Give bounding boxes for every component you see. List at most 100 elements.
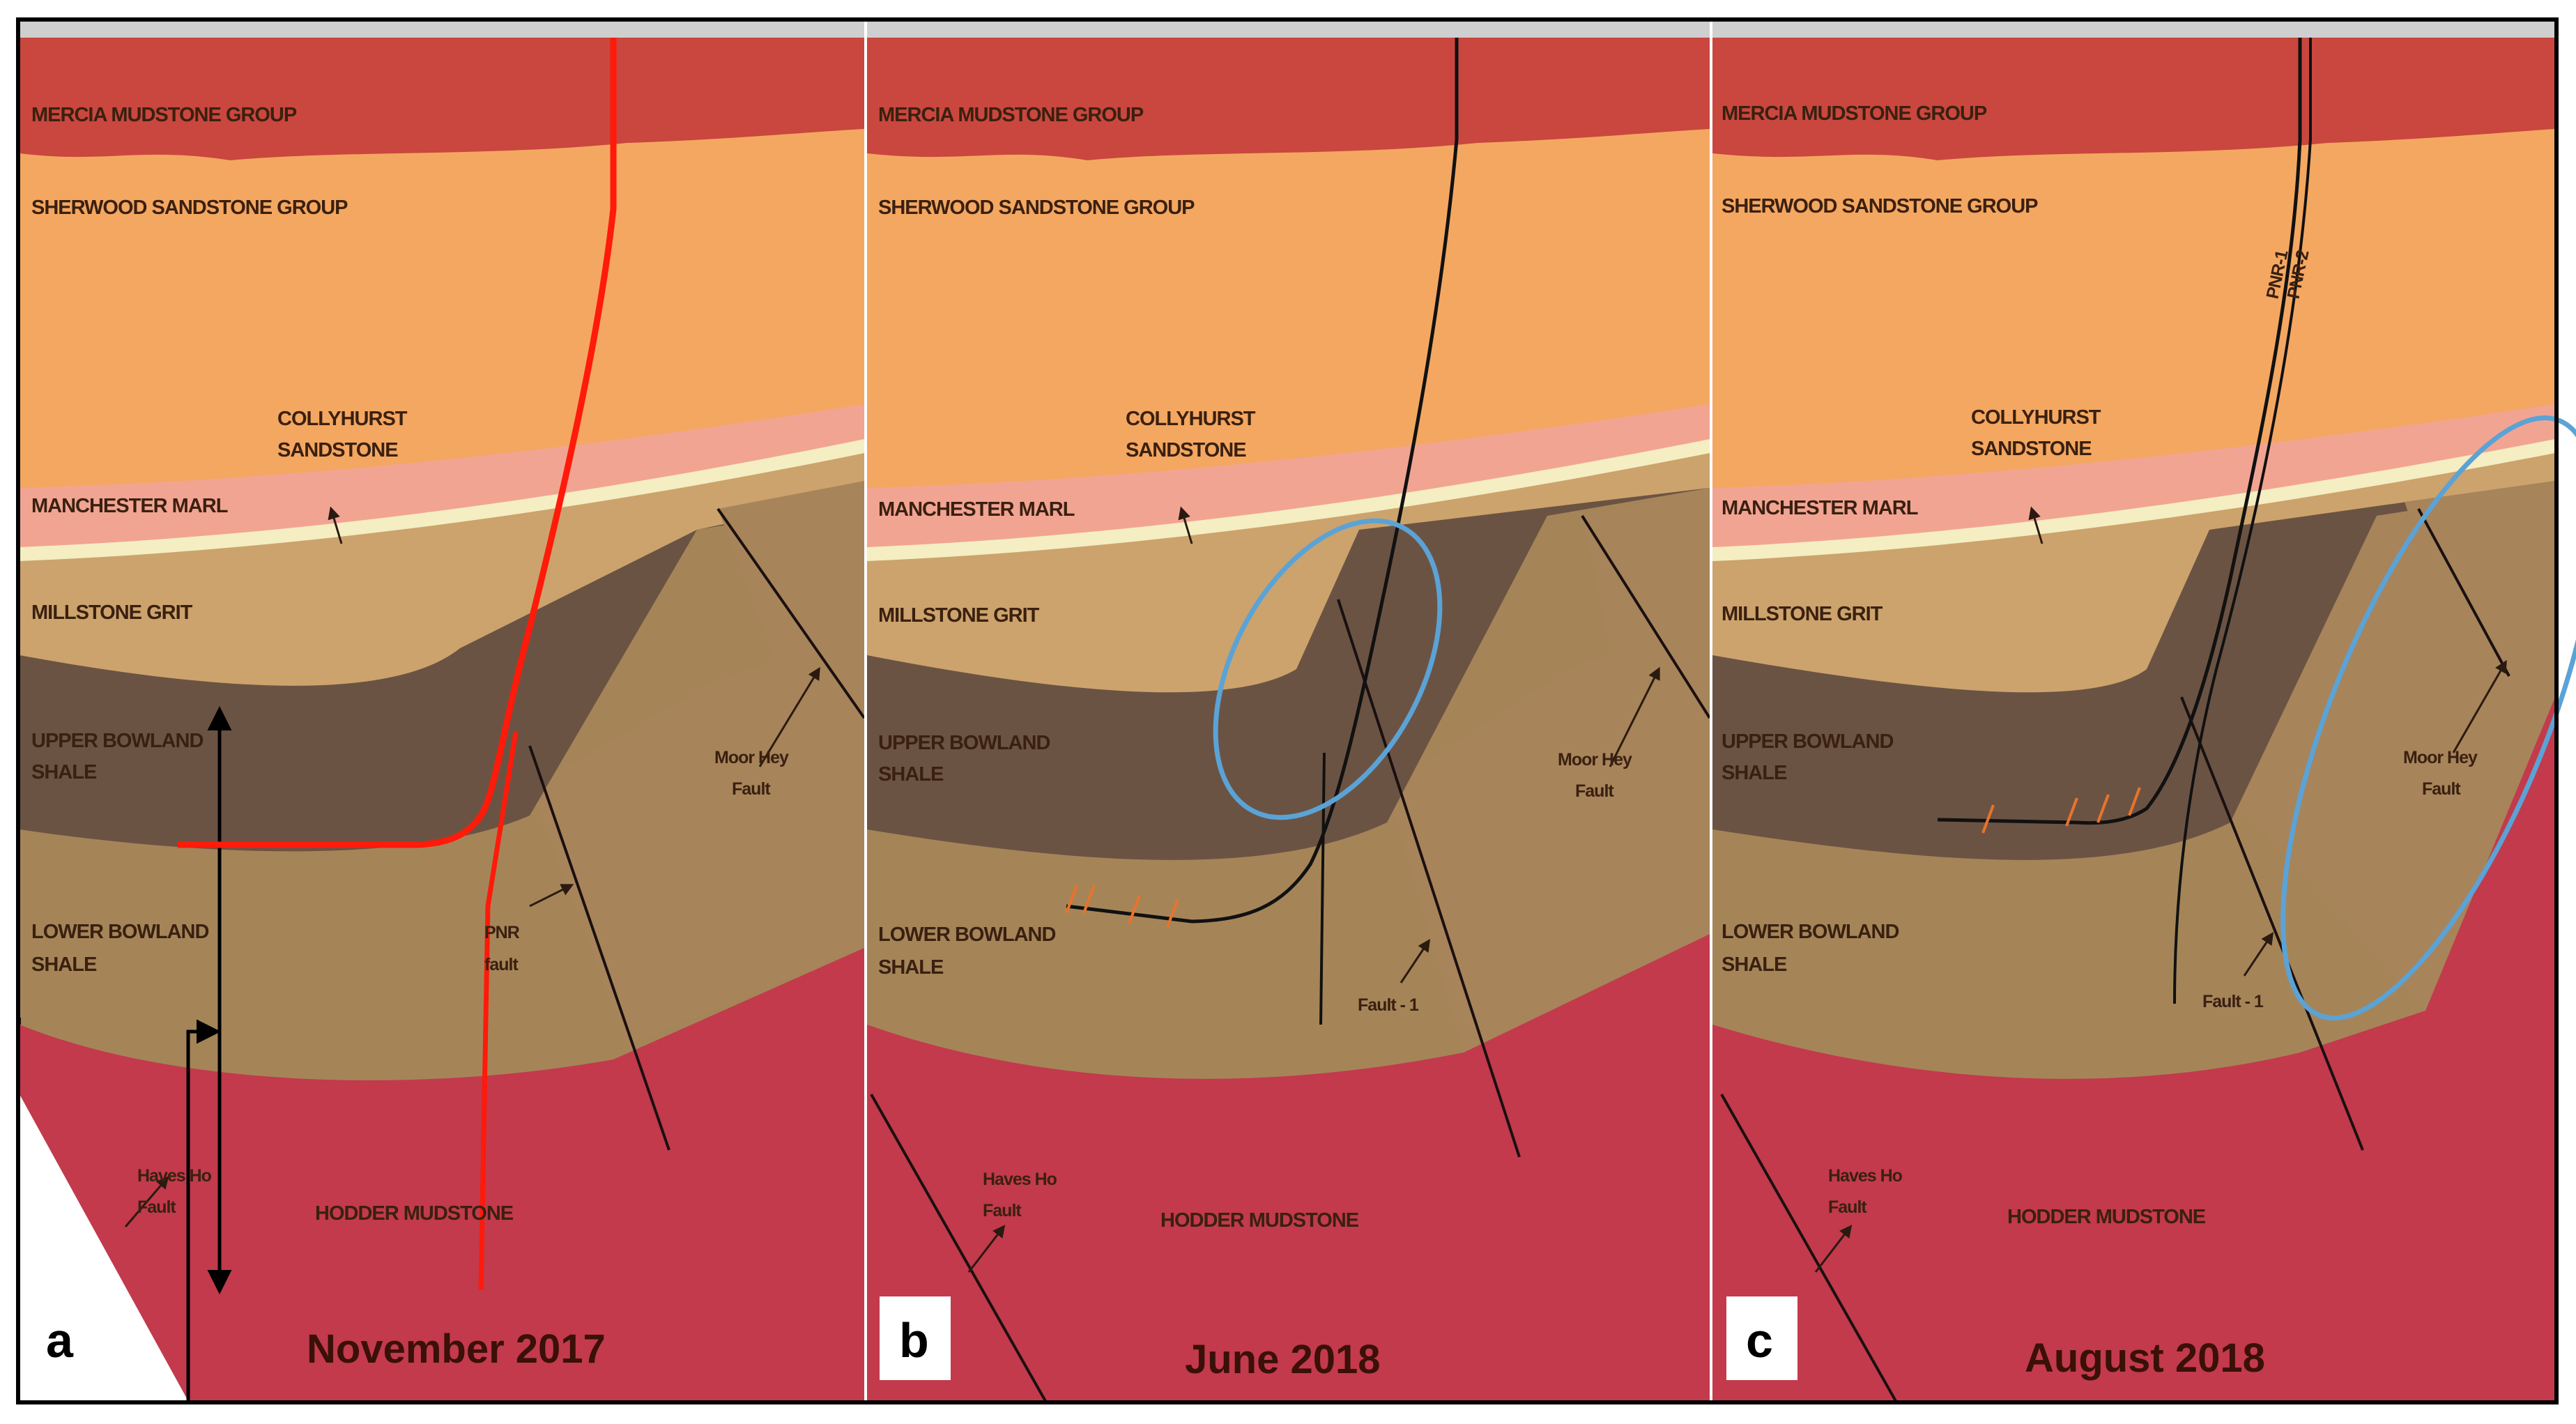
hayes-arrow: [1814, 1225, 1853, 1273]
panel-c: PNR-1 PNR-2 MERCIA MUDSTONE GROUP SHERWO…: [1712, 21, 2576, 1402]
moor-hey-arrow: [758, 666, 820, 767]
pnr-arrow: [529, 884, 574, 908]
hayes-arrow: [967, 1225, 1006, 1273]
moor-hey-label-2: Fault: [732, 779, 771, 799]
moor-hey-arrow: [2452, 659, 2507, 753]
panel-letter: a: [46, 1313, 74, 1368]
manchester-label: MANCHESTER MARL: [1722, 497, 1918, 519]
well-trajectory-june2018: [1066, 38, 1459, 924]
panel-date: June 2018: [1185, 1337, 1381, 1382]
hodder-label: HODDER MUDSTONE: [1160, 1209, 1359, 1232]
upper-bowland-label-1: UPPER BOWLAND: [31, 730, 203, 752]
hodder-label: HODDER MUDSTONE: [2007, 1206, 2206, 1228]
bracket-arrow: [186, 1019, 221, 1401]
moor-hey-label-2: Fault: [1575, 781, 1614, 801]
sherwood-label: SHERWOOD SANDSTONE GROUP: [1722, 195, 2038, 217]
upper-bowland-label-2: SHALE: [1722, 762, 1787, 784]
panel-header-bar: [1712, 21, 2555, 38]
moor-hey-fault-block: [1582, 488, 1710, 781]
fault-1-line: [1337, 599, 1521, 1158]
lower-bowland-label-1: LOWER BOWLAND: [31, 921, 208, 943]
panel-letter: b: [899, 1313, 929, 1368]
collyhurst-label-2: SANDSTONE: [1126, 439, 1246, 461]
well-pnr1-trajectory: [1937, 38, 2302, 825]
moor-hey-fault-line: [716, 507, 866, 719]
panel-header-bar: [867, 21, 1710, 38]
moor-hey-arrow: [1609, 666, 1660, 767]
sherwood-label: SHERWOOD SANDSTONE GROUP: [878, 197, 1195, 219]
hayes-label-2: Fault: [1828, 1197, 1867, 1217]
panel-a: MERCIA MUDSTONE GROUP SHERWOOD SANDSTONE…: [18, 21, 866, 1401]
fault-1-arrow: [2243, 932, 2274, 977]
mercia-mudstone-layer: [20, 38, 864, 160]
lower-bowland-label-2: SHALE: [878, 956, 944, 979]
collyhurst-arrow: [2028, 506, 2044, 544]
hodder-label: HODDER MUDSTONE: [315, 1202, 514, 1225]
moor-hey-label-1: Moor Hey: [714, 748, 789, 767]
hayes-label-1: Haves Ho: [1828, 1166, 1903, 1186]
upper-bowland-label-2: SHALE: [878, 763, 944, 786]
manchester-label: MANCHESTER MARL: [31, 495, 228, 517]
well-pnr2-trajectory: [2173, 38, 2312, 1004]
moor-hey-fault-line: [2417, 508, 2510, 677]
pnr-label-2: fault: [484, 955, 519, 974]
collyhurst-label-2: SANDSTONE: [1971, 438, 2092, 460]
moor-hey-fault-block: [718, 481, 864, 767]
panel-date: August 2018: [2025, 1335, 2265, 1381]
hayes-fault-line: [870, 1094, 1047, 1402]
hayes-arrow: [124, 1176, 169, 1227]
manchester-label: MANCHESTER MARL: [878, 498, 1075, 521]
panel-letter: c: [1746, 1313, 1773, 1368]
fault-1-label: Fault - 1: [1358, 995, 1419, 1015]
mercia-label: MERCIA MUDSTONE GROUP: [31, 104, 297, 126]
millstone-label: MILLSTONE GRIT: [878, 604, 1040, 627]
collyhurst-arrow: [1178, 506, 1193, 544]
moor-hey-label-2: Fault: [2422, 779, 2461, 799]
fracture-marks: [1065, 885, 1179, 928]
upper-bowland-label-1: UPPER BOWLAND: [878, 732, 1050, 754]
millstone-label: MILLSTONE GRIT: [31, 602, 193, 624]
well-trajectory-nov2017: [178, 38, 617, 848]
panel-letter-box: [880, 1296, 951, 1380]
panel-letter-box: [26, 1296, 96, 1380]
sherwood-label: SHERWOOD SANDSTONE GROUP: [31, 197, 348, 219]
hayes-fault-line: [1720, 1094, 1897, 1402]
collyhurst-label-2: SANDSTONE: [277, 439, 398, 461]
mercia-label: MERCIA MUDSTONE GROUP: [1722, 102, 1987, 125]
lower-bowland-label-1: LOWER BOWLAND: [1722, 921, 1899, 943]
well-sidetrack: [1319, 752, 1326, 1025]
pnr-fault-line: [528, 745, 670, 1151]
highlight-ellipse: [2280, 415, 2576, 1020]
moor-hey-fault-line: [1581, 514, 1711, 719]
mercia-mudstone-layer: [1712, 38, 2555, 160]
pnr-label-1: PNR: [484, 923, 520, 942]
panel-date: November 2017: [307, 1326, 606, 1372]
collyhurst-label-1: COLLYHURST: [1126, 408, 1256, 430]
panel-header-bar: [20, 21, 864, 38]
millstone-label: MILLSTONE GRIT: [1722, 603, 1883, 625]
lower-bowland-label-1: LOWER BOWLAND: [878, 924, 1055, 946]
collyhurst-arrow: [328, 506, 343, 544]
figure-border: [16, 17, 2559, 1404]
highlight-ellipse: [1213, 518, 1443, 820]
upper-bowland-label-1: UPPER BOWLAND: [1722, 730, 1893, 753]
panel-letter-box: [1726, 1296, 1797, 1380]
lower-bowland-label-2: SHALE: [1722, 954, 1787, 976]
moor-hey-label-1: Moor Hey: [2403, 748, 2478, 767]
hayes-label-2: Fault: [137, 1197, 176, 1217]
fault-1-line: [2180, 696, 2364, 1151]
well-trajectory-vertical: [478, 731, 519, 1290]
collyhurst-label-1: COLLYHURST: [1971, 406, 2101, 429]
panel-b: MERCIA MUDSTONE GROUP SHERWOOD SANDSTONE…: [867, 21, 1711, 1402]
upper-bowland-label-2: SHALE: [31, 761, 97, 783]
lower-bowland-label-2: SHALE: [31, 954, 97, 976]
mercia-label: MERCIA MUDSTONE GROUP: [878, 104, 1144, 126]
fault-1-label: Fault - 1: [2202, 992, 2264, 1011]
fault-1-arrow: [1400, 939, 1430, 983]
moor-hey-label-1: Moor Hey: [1558, 750, 1632, 770]
fracture-marks: [1981, 787, 2141, 834]
hayes-label-1: Haves Ho: [137, 1166, 212, 1186]
hayes-label-1: Haves Ho: [983, 1170, 1057, 1189]
mercia-mudstone-layer: [867, 38, 1710, 160]
